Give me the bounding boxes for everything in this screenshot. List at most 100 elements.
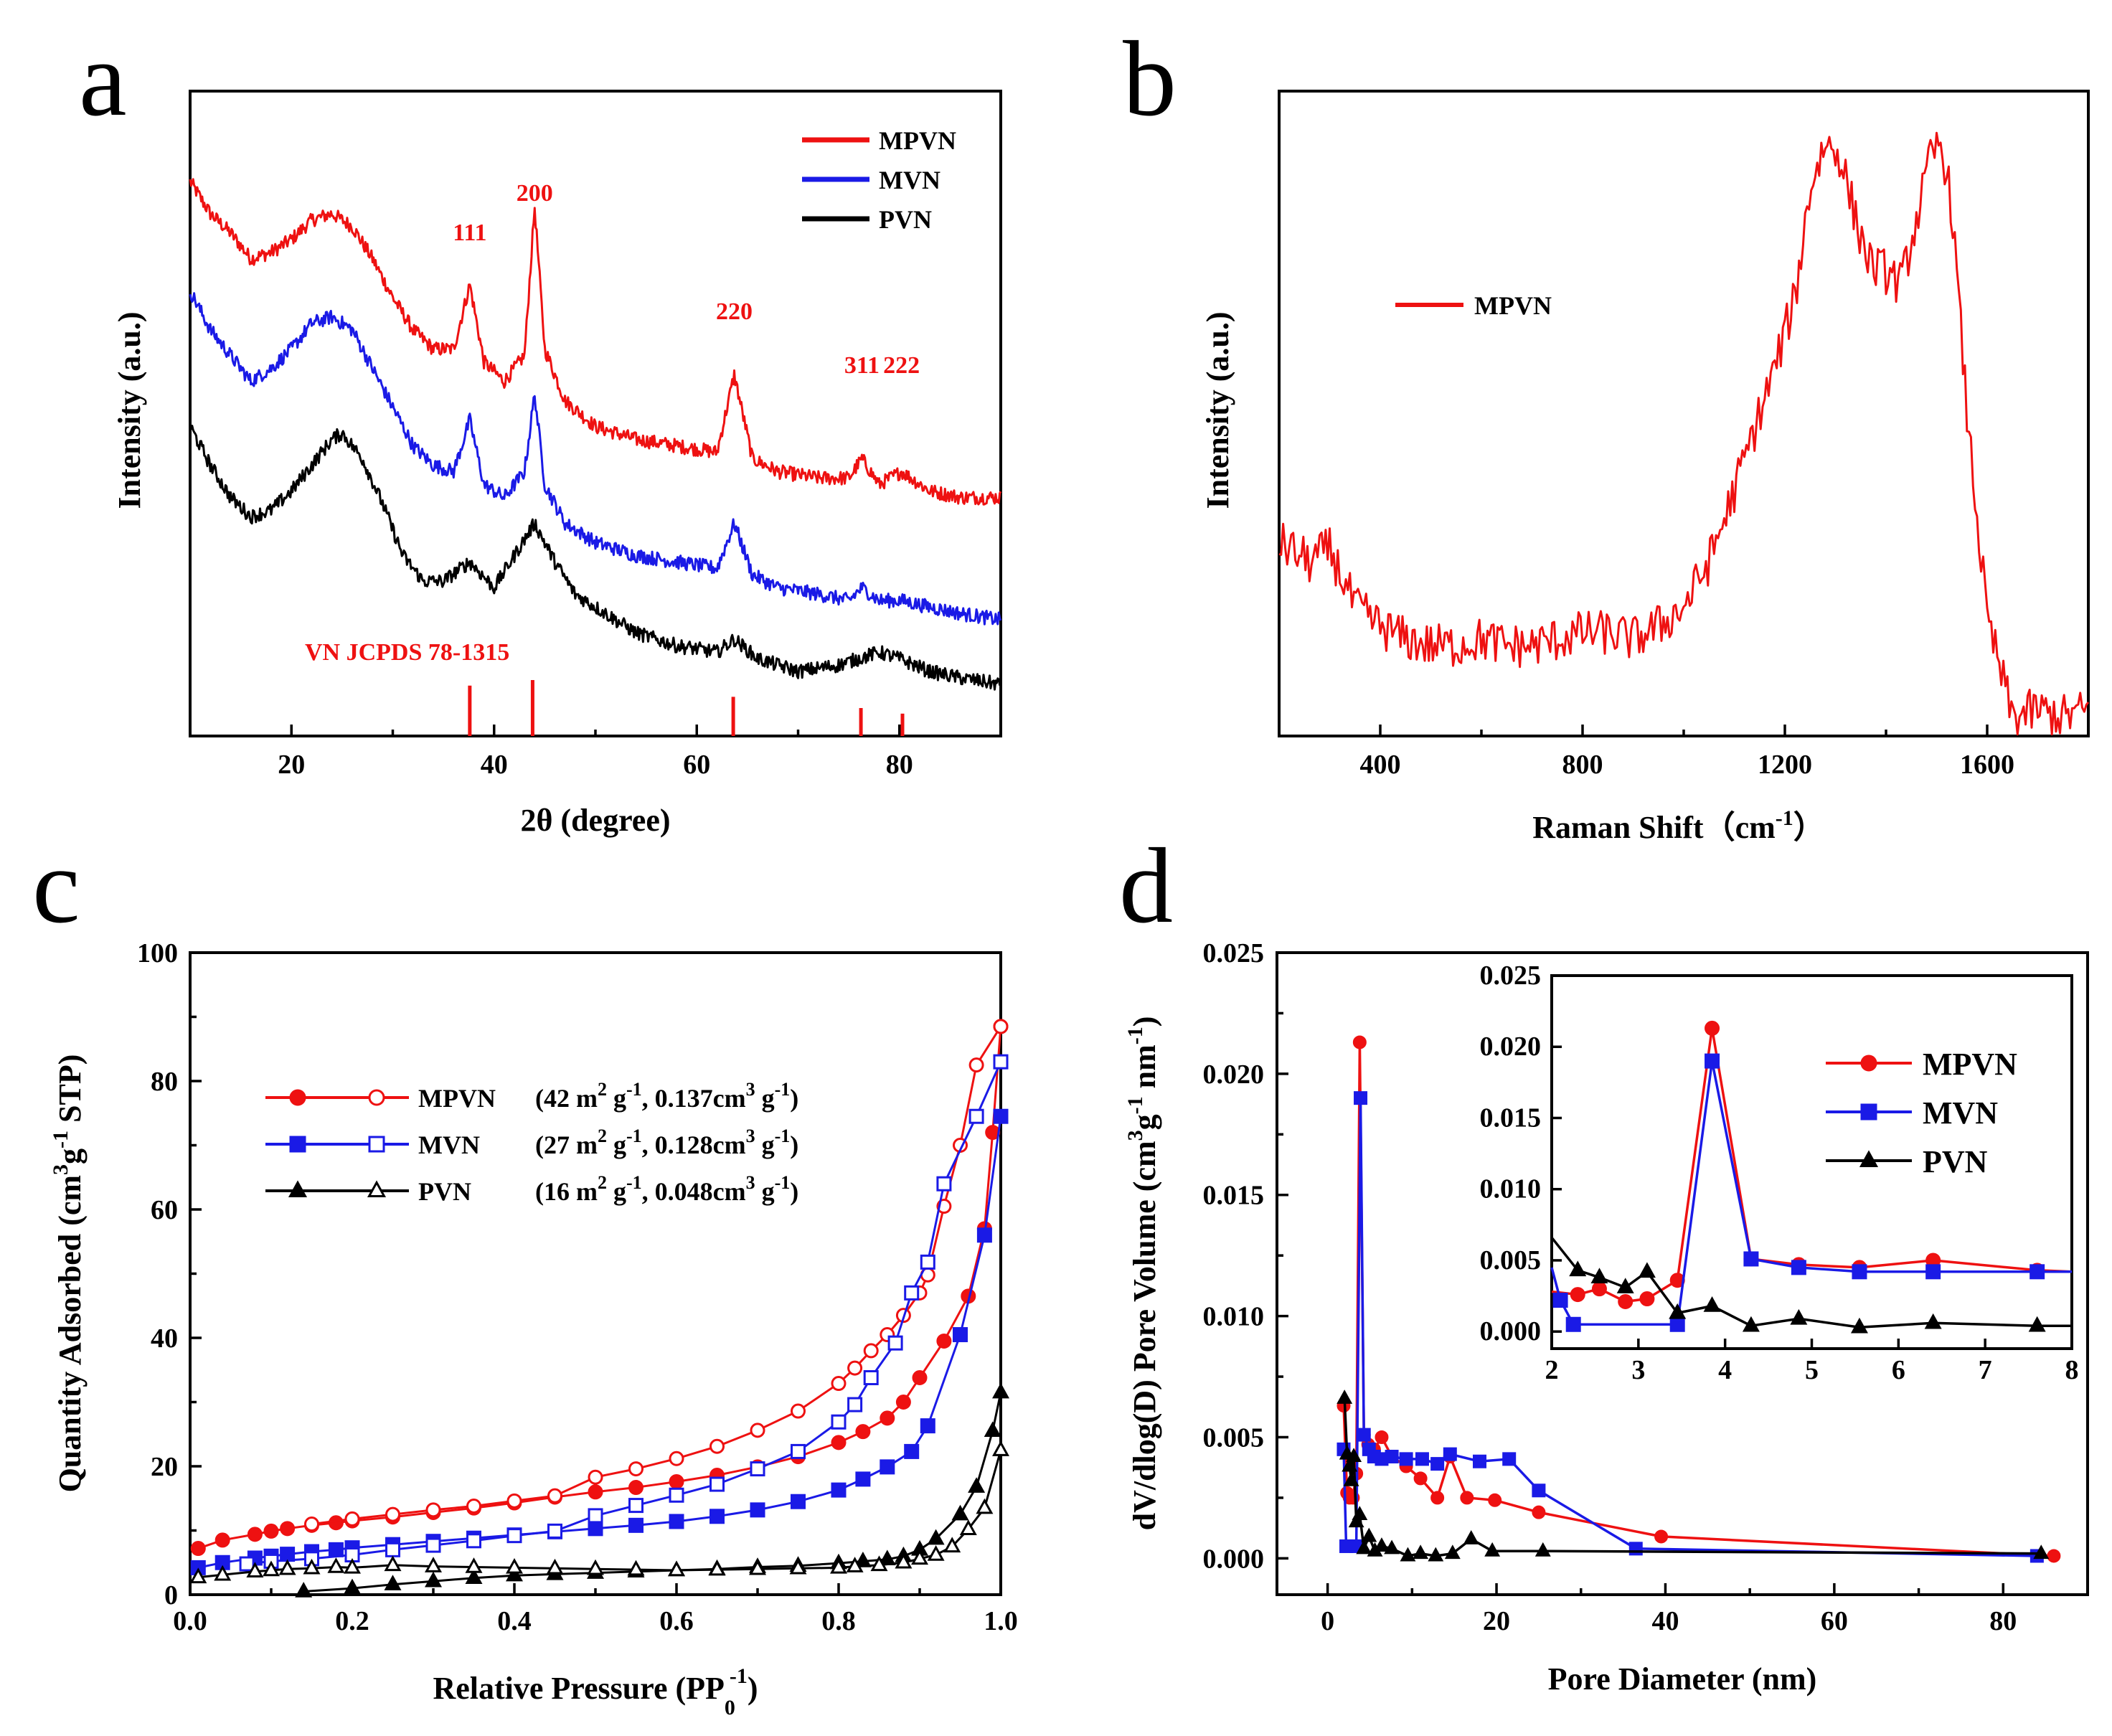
data-point-pvn <box>1361 1527 1377 1542</box>
data-point-mvn-adsorption <box>628 1517 644 1533</box>
data-point-pvn-adsorption <box>992 1382 1009 1399</box>
data-point-pvn-adsorption <box>344 1578 361 1595</box>
data-point-pvn <box>1413 1544 1429 1560</box>
data-point-mpvn <box>1430 1491 1445 1505</box>
data-point-mvn <box>1385 1449 1399 1463</box>
data-point-mvn-adsorption <box>280 1547 296 1562</box>
data-point-mvn-adsorption <box>328 1542 344 1557</box>
chart-b-legend: MPVN <box>1395 291 1552 320</box>
chart-a: 20 40 60 80 111 200 220 311 222 VN JCPDS 78-131… <box>112 90 1002 838</box>
data-point-mvn-adsorption <box>750 1502 765 1518</box>
data-point-mvn-desorption <box>547 1523 562 1539</box>
inset-data-point-pvn <box>1924 1313 1942 1329</box>
data-point-pvn-desorption <box>895 1552 913 1569</box>
x-tick-label: 1.0 <box>984 1606 1018 1636</box>
data-point-mpvn-adsorption <box>669 1473 684 1489</box>
inset-data-point-pvn <box>1850 1317 1868 1334</box>
data-point-pvn <box>1348 1513 1364 1528</box>
inset-data-point-pvn <box>1590 1268 1608 1284</box>
data-point-pvn-desorption <box>344 1557 361 1574</box>
x-tick-label: 40 <box>481 750 508 780</box>
data-point-pvn-adsorption <box>984 1421 1001 1438</box>
chart-c-series <box>189 1019 1009 1598</box>
chart-c-ticks: 0.0 0.2 0.4 0.6 0.8 1.0 0 20 40 60 80 100 <box>137 938 1018 1636</box>
inset-x-tick-label: 8 <box>2065 1355 2079 1385</box>
data-point-mvn-adsorption <box>953 1327 968 1343</box>
chart-c: 0.0 0.2 0.4 0.6 0.8 1.0 0 20 40 60 80 100 MPVN (42 … <box>49 938 1018 1720</box>
inset-y-tick-label: 0.025 <box>1480 961 1542 991</box>
data-point-mvn <box>1399 1452 1413 1466</box>
inset-data-point-mvn <box>1669 1316 1685 1332</box>
x-tick-label: 0.6 <box>659 1606 694 1636</box>
data-point-mvn-adsorption <box>880 1459 895 1475</box>
data-point-mvn <box>1532 1483 1546 1498</box>
inset-data-point-mpvn <box>1705 1020 1720 1036</box>
data-point-mpvn-desorption <box>968 1057 984 1073</box>
inset-y-tick-label: 0.005 <box>1480 1245 1542 1275</box>
data-point-mvn-adsorption <box>993 1108 1009 1124</box>
inset-data-point-pvn <box>2028 1316 2046 1332</box>
data-point-mpvn-desorption <box>993 1019 1009 1034</box>
data-point-pvn-adsorption <box>295 1582 313 1598</box>
inset-x-tick-label: 7 <box>1979 1355 1992 1385</box>
panel-label-b: b <box>1123 19 1177 138</box>
data-point-mvn-desorption <box>831 1414 847 1430</box>
data-point-mpvn-adsorption <box>880 1410 895 1426</box>
data-point-pvn <box>1534 1542 1551 1557</box>
inset-data-point-pvn <box>1703 1296 1721 1312</box>
data-point-pvn <box>1444 1544 1461 1560</box>
data-point-mpvn-desorption <box>304 1516 319 1532</box>
inset-data-point-mpvn <box>1591 1281 1607 1297</box>
chart-a-peak-labels: 111 200 220 311 222 <box>453 180 920 379</box>
data-point-mpvn-adsorption <box>895 1395 911 1410</box>
x-tick-label: 60 <box>683 750 710 780</box>
data-point-pvn-desorption <box>506 1557 523 1574</box>
data-point-mvn-desorption <box>669 1487 684 1503</box>
data-point-mpvn <box>1352 1035 1367 1049</box>
data-point-pvn <box>1484 1542 1501 1557</box>
data-point-mpvn-adsorption <box>588 1484 603 1500</box>
data-point-mvn-desorption <box>628 1498 644 1514</box>
inset-x-tick-label: 3 <box>1631 1355 1645 1385</box>
data-point-mvn <box>1502 1452 1517 1466</box>
inset-x-tick-label: 2 <box>1545 1355 1559 1385</box>
data-point-mvn-desorption <box>750 1461 765 1477</box>
data-point-mpvn <box>1460 1491 1474 1505</box>
data-point-pvn-adsorption <box>384 1575 402 1590</box>
data-point-mvn-adsorption <box>976 1227 992 1243</box>
x-tick-label: 0.4 <box>497 1606 532 1636</box>
chart-c-x-label: Relative Pressure (PP0-1) <box>433 1664 758 1720</box>
peak-label-311: 311 <box>844 352 880 379</box>
data-point-pvn-adsorption <box>951 1504 969 1521</box>
y-tick-label: 80 <box>151 1067 178 1097</box>
inset-y-tick-label: 0.000 <box>1480 1316 1542 1346</box>
inset-data-point-pvn <box>1669 1303 1687 1319</box>
x-tick-label: 1600 <box>1960 750 2014 780</box>
data-point-pvn-desorption <box>708 1560 726 1576</box>
inset-data-point-pvn <box>1790 1308 1808 1325</box>
legend-label-mvn: MVN <box>879 166 940 194</box>
data-point-mvn-desorption <box>920 1254 935 1270</box>
data-point-mpvn-desorption <box>863 1343 879 1359</box>
series-line-pvn <box>1343 1398 2042 1557</box>
data-point-mpvn-desorption <box>669 1450 684 1466</box>
data-point-pvn-adsorption <box>506 1565 523 1582</box>
data-point-mpvn-adsorption <box>628 1480 644 1496</box>
panel-label-d: d <box>1119 826 1173 945</box>
inset-legend-label-mpvn: MPVN <box>1923 1047 2017 1082</box>
data-point-pvn-desorption <box>870 1555 888 1572</box>
y-tick-label: 0 <box>164 1580 178 1610</box>
x-tick-label: 1200 <box>1758 750 1812 780</box>
data-point-pvn <box>1428 1547 1444 1562</box>
legend-marker-mvn <box>289 1136 306 1153</box>
data-point-mpvn-adsorption <box>855 1424 871 1440</box>
data-point-mpvn-desorption <box>506 1493 522 1509</box>
data-point-mpvn-desorption <box>466 1498 481 1514</box>
chart-d-series <box>1336 1035 2061 1563</box>
y-tick-label: 0.025 <box>1203 938 1265 968</box>
y-tick-label: 0.005 <box>1203 1423 1265 1453</box>
chart-b-y-label: Intensity (a.u.) <box>1200 311 1235 509</box>
data-point-pvn-desorption <box>959 1519 977 1535</box>
inset-data-point-mvn <box>1852 1264 1867 1280</box>
data-point-pvn-desorption <box>425 1557 442 1572</box>
